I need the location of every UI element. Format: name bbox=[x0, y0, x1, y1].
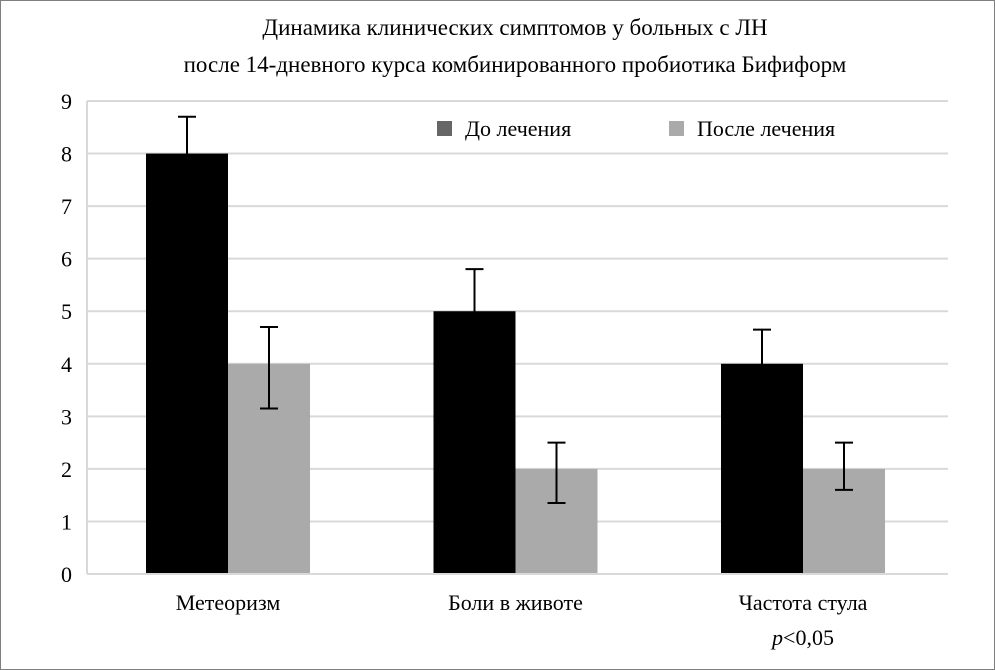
y-tick-label: 5 bbox=[61, 299, 72, 324]
bar-before bbox=[433, 311, 516, 574]
chart-title-line-1: Динамика клинических симптомов у больных… bbox=[262, 15, 767, 40]
y-tick-label: 3 bbox=[61, 404, 72, 429]
x-tick-label: Боли в животе bbox=[448, 590, 583, 615]
y-tick-label: 0 bbox=[61, 562, 72, 587]
legend-label: До лечения bbox=[465, 116, 571, 141]
x-tick-label: Метеоризм bbox=[176, 590, 281, 615]
legend-label: После лечения bbox=[697, 116, 835, 141]
bar-before bbox=[146, 153, 228, 575]
y-tick-label: 4 bbox=[61, 352, 72, 377]
x-tick-label: Частота стула bbox=[739, 590, 868, 615]
y-tick-label: 8 bbox=[61, 142, 72, 167]
y-tick-label: 6 bbox=[61, 247, 72, 272]
chart-title-line-2: после 14-дневного курса комбинированного… bbox=[184, 52, 847, 77]
y-tick-label: 1 bbox=[61, 509, 72, 534]
y-tick-label: 9 bbox=[61, 89, 72, 114]
p-symbol: p bbox=[770, 625, 783, 650]
legend-swatch bbox=[437, 121, 452, 136]
y-tick-label: 7 bbox=[61, 194, 72, 219]
legend-swatch bbox=[669, 121, 684, 136]
p-threshold: <0,05 bbox=[783, 625, 834, 650]
p-value-annotation: p<0,05 bbox=[770, 625, 834, 650]
y-tick-label: 2 bbox=[61, 457, 72, 482]
